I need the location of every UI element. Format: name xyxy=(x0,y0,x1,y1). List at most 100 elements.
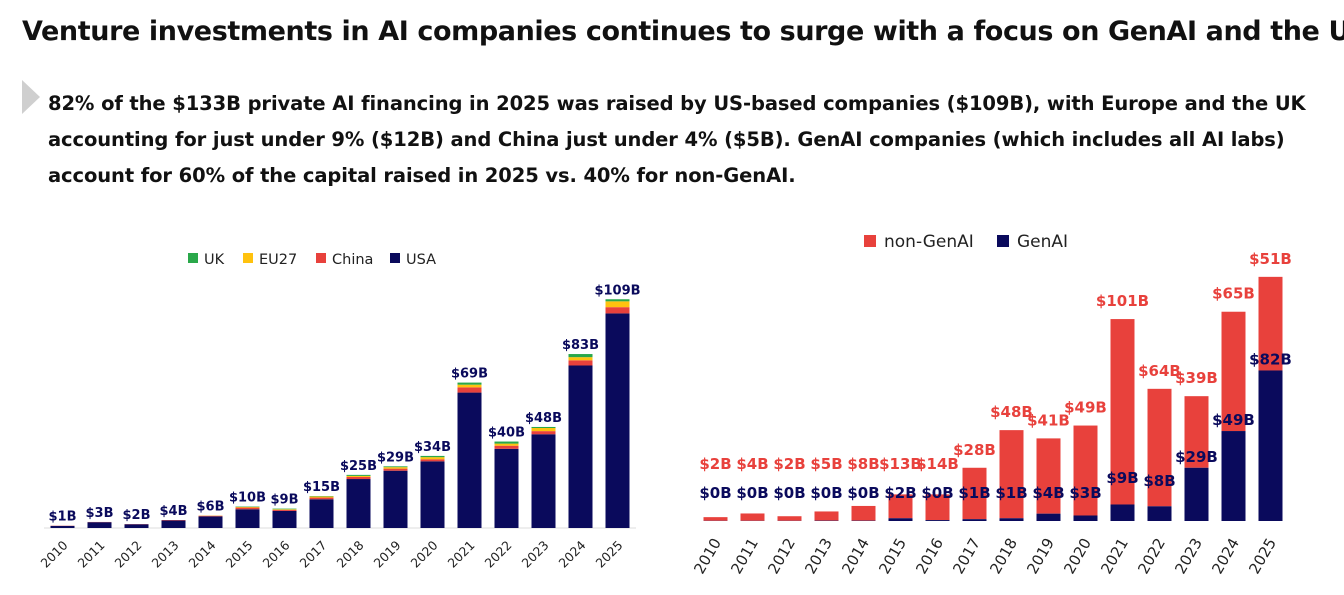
bar-segment-usa-2010 xyxy=(50,525,75,528)
legend-swatch-uk xyxy=(188,253,198,263)
bar-segment-non-genai-2018 xyxy=(999,430,1024,519)
bar-segment-china-2014 xyxy=(198,515,223,517)
bar-segment-eu27-2019 xyxy=(383,467,408,469)
bar-segment-china-2017 xyxy=(309,497,334,500)
bar-segment-genai-2018 xyxy=(999,518,1024,521)
genai-label-2021: $9B xyxy=(1106,469,1138,487)
x-tick-label-2025: 2025 xyxy=(1245,535,1280,577)
data-label-2011: $3B xyxy=(86,506,114,521)
data-label-2022: $40B xyxy=(488,426,525,441)
bar-segment-genai-2024 xyxy=(1221,431,1246,521)
data-label-2010: $1B xyxy=(49,510,77,525)
x-tick-label-2024: 2024 xyxy=(1208,535,1243,577)
genai-label-2024: $49B xyxy=(1212,411,1255,429)
bar-segment-non-genai-2021 xyxy=(1110,319,1135,505)
bar-segment-usa-2014 xyxy=(198,516,223,528)
genai-label-2020: $3B xyxy=(1069,484,1101,502)
legend-label-china: China xyxy=(332,252,373,268)
genai-label-2017: $1B xyxy=(958,484,990,502)
bar-segment-non-genai-2017 xyxy=(962,467,987,520)
x-tick-label-2014: 2014 xyxy=(838,535,873,577)
data-label-2017: $15B xyxy=(303,480,340,495)
bar-segment-uk-2020 xyxy=(420,455,445,458)
bar-segment-non-genai-2020 xyxy=(1073,425,1098,516)
bar-segment-usa-2019 xyxy=(383,470,408,528)
bar-segment-non-genai-2012 xyxy=(777,516,802,521)
bar-segment-eu27-2025 xyxy=(605,301,630,308)
legend-swatch-usa xyxy=(390,253,400,263)
page-subtitle: 82% of the $133B private AI financing in… xyxy=(48,92,1306,187)
genai-label-2019: $4B xyxy=(1032,484,1064,502)
bar-segment-non-genai-2013 xyxy=(814,511,839,521)
non-genai-label-2011: $4B xyxy=(736,455,768,473)
bar-segment-usa-2021 xyxy=(457,392,482,528)
x-tick-label-2023: 2023 xyxy=(1171,535,1206,577)
data-label-2025: $109B xyxy=(594,283,640,298)
x-tick-label-2012: 2012 xyxy=(764,535,799,577)
genai-label-2022: $8B xyxy=(1143,472,1175,490)
bar-segment-uk-2023 xyxy=(531,426,556,428)
x-tick-label-2013: 2013 xyxy=(801,535,836,577)
bar-segment-usa-2012 xyxy=(124,524,149,528)
genai-label-2018: $1B xyxy=(995,484,1027,502)
bar-segment-usa-2020 xyxy=(420,461,445,528)
bar-segment-eu27-2023 xyxy=(531,428,556,432)
bar-segment-usa-2016 xyxy=(272,510,297,528)
bar-segment-usa-2018 xyxy=(346,479,371,528)
bar-segment-usa-2025 xyxy=(605,313,630,528)
genai-label-2011: $0B xyxy=(736,484,768,502)
data-label-2012: $2B xyxy=(123,508,151,523)
bar-segment-usa-2023 xyxy=(531,434,556,528)
bar-segment-uk-2019 xyxy=(383,466,408,468)
x-tick-label-2011: 2011 xyxy=(727,535,762,577)
data-label-2019: $29B xyxy=(377,450,414,465)
bar-segment-usa-2024 xyxy=(568,365,593,528)
legend-label-usa: USA xyxy=(406,252,436,268)
bar-segment-genai-2017 xyxy=(962,519,987,521)
legend-label-eu27: EU27 xyxy=(259,252,297,268)
legend-swatch-non-genai xyxy=(864,235,876,247)
genai-label-2012: $0B xyxy=(773,484,805,502)
non-genai-label-2018: $48B xyxy=(990,403,1033,421)
bar-segment-china-2016 xyxy=(272,509,297,511)
bar-segment-non-genai-2014 xyxy=(851,505,876,521)
genai-label-2015: $2B xyxy=(884,484,916,502)
bar-segment-genai-2019 xyxy=(1036,513,1061,521)
bar-segment-china-2021 xyxy=(457,387,482,393)
bar-segment-china-2022 xyxy=(494,445,519,449)
bar-segment-china-2023 xyxy=(531,431,556,435)
page-title: Venture investments in AI companies cont… xyxy=(22,16,1344,47)
bar-segment-usa-2017 xyxy=(309,499,334,528)
bar-segment-genai-2021 xyxy=(1110,504,1135,521)
bar-segment-genai-2015 xyxy=(888,518,913,521)
bar-segment-eu27-2016 xyxy=(272,509,297,510)
bar-segment-uk-2025 xyxy=(605,299,630,302)
bar-segment-china-2015 xyxy=(235,507,260,510)
non-genai-label-2015: $13B xyxy=(879,455,922,473)
bar-segment-non-genai-2010 xyxy=(703,517,728,521)
non-genai-label-2020: $49B xyxy=(1064,399,1107,417)
legend-label-non-genai: non-GenAI xyxy=(884,232,974,252)
bar-segment-uk-2022 xyxy=(494,441,519,444)
data-label-2021: $69B xyxy=(451,367,488,382)
legend-swatch-china xyxy=(316,253,326,263)
non-genai-label-2021: $101B xyxy=(1096,292,1149,310)
bar-segment-usa-2015 xyxy=(235,509,260,528)
bar-segment-non-genai-2015 xyxy=(888,494,913,519)
bar-segment-non-genai-2025 xyxy=(1258,276,1283,371)
bar-segment-china-2018 xyxy=(346,476,371,480)
genai-label-2014: $0B xyxy=(847,484,879,502)
data-label-2024: $83B xyxy=(562,338,599,353)
bar-segment-usa-2022 xyxy=(494,448,519,528)
x-tick-label-2018: 2018 xyxy=(986,535,1021,577)
x-tick-label-2010: 2010 xyxy=(690,535,725,577)
non-genai-label-2010: $2B xyxy=(699,455,731,473)
bar-segment-eu27-2024 xyxy=(568,357,593,361)
bar-segment-eu27-2020 xyxy=(420,457,445,460)
bar-segment-uk-2016 xyxy=(272,508,297,510)
legend-swatch-genai xyxy=(997,235,1009,247)
x-tick-label-2019: 2019 xyxy=(1023,535,1058,577)
data-label-2014: $6B xyxy=(197,500,225,515)
